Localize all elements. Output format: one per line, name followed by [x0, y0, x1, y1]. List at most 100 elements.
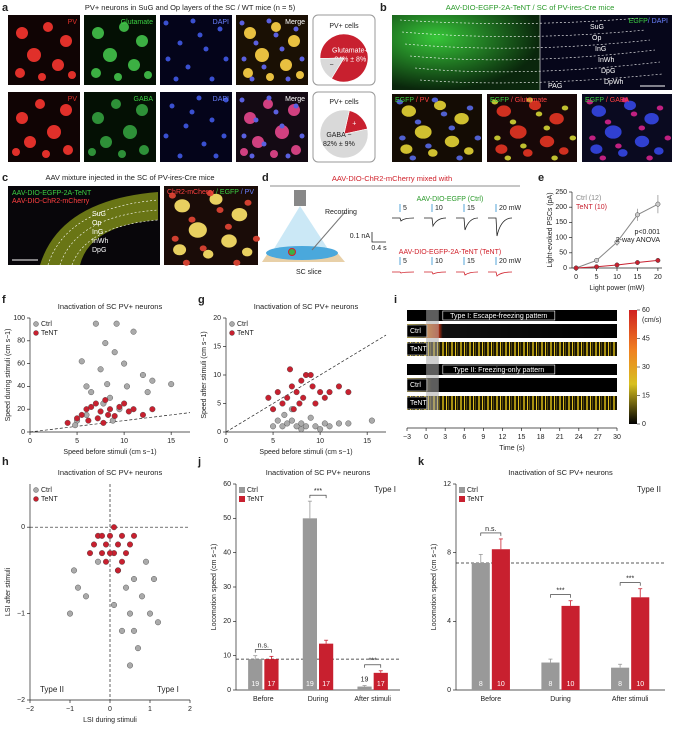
point [290, 406, 297, 413]
panel-d: AAV-DIO-ChR2-mCherry mixed with Recordin… [262, 174, 522, 277]
point [284, 420, 291, 427]
identity-line [29, 412, 191, 433]
panel-letter: c [2, 172, 8, 184]
x-tick-label: 20 [654, 274, 662, 281]
y-tick-label: 0 [563, 265, 567, 272]
layer-label: Op [592, 35, 601, 42]
chart-subtitle: Type II [637, 485, 661, 494]
image-label: ChR2-mCherry / EGFP / PV [167, 189, 254, 196]
significance: *** [314, 488, 322, 495]
significance: *** [369, 658, 377, 665]
x-tick-label: 15 [518, 434, 526, 441]
point [116, 403, 123, 410]
legend-marker [33, 487, 39, 493]
bar [471, 562, 490, 690]
point [321, 420, 328, 427]
bar [248, 659, 263, 690]
power-label: 10 [435, 205, 443, 212]
point [288, 417, 295, 424]
chart-title: Inactivation of SC PV+ neurons [58, 468, 163, 477]
annotation: 2-way ANOVA [616, 237, 661, 244]
image-label: Merge [285, 96, 305, 103]
x-tick-label: 10 [120, 438, 128, 445]
point [274, 417, 281, 424]
layer-label: SuG [92, 211, 106, 218]
point [130, 532, 137, 539]
layer-label: DpG [92, 247, 106, 254]
scale-label: 0.4 s [371, 245, 387, 252]
row-label: Ctrl [410, 382, 421, 389]
point [317, 389, 324, 396]
pie-frame [312, 91, 376, 163]
electrode [311, 211, 346, 251]
significance: *** [626, 576, 634, 583]
x-tick-label: 0 [574, 274, 578, 281]
legend-marker [459, 496, 465, 502]
vector-label: AAV-DIO-EGFP-2A-TeNT [12, 190, 92, 197]
significance-bracket [550, 594, 571, 598]
x-tick-label: 5 [271, 438, 275, 445]
point [85, 417, 92, 424]
panel-title: AAV-DIO-EGFP-2A-TeNT / SC of PV-ires-Cre… [446, 3, 615, 12]
significance-bracket [254, 649, 272, 653]
x-tick-label: 5 [595, 274, 599, 281]
x-tick-label: 3 [443, 434, 447, 441]
point [287, 366, 294, 373]
objective [294, 190, 306, 206]
point [149, 406, 156, 413]
y-tick-label: 200 [555, 204, 567, 211]
n-label: 8 [479, 681, 483, 688]
layer-label: InG [595, 46, 606, 53]
x-tick-label: 0 [224, 438, 228, 445]
image-label: PV [68, 96, 78, 103]
point [106, 406, 113, 413]
y-tick-label: 60 [17, 360, 25, 367]
vector-label: AAV-DIO-ChR2-mCherry [12, 198, 90, 205]
point [312, 400, 319, 407]
y-tick-label: 250 [555, 189, 567, 196]
x-tick-label: 30 [613, 434, 621, 441]
point [614, 262, 620, 268]
point [345, 389, 352, 396]
y-tick-label: 80 [17, 338, 25, 345]
chart-title: Inactivation of SC PV+ neurons [508, 468, 613, 477]
point [70, 567, 77, 574]
y-tick-label: 10 [223, 653, 231, 660]
x-tick-label: 21 [556, 434, 564, 441]
x-axis-label: Light power (mW) [589, 285, 644, 292]
point [288, 383, 295, 390]
x-axis-label: Speed before stimuli (cm s−1) [259, 449, 352, 456]
point [118, 627, 125, 634]
point [92, 400, 99, 407]
point [345, 420, 352, 427]
bar [373, 672, 388, 690]
point [335, 420, 342, 427]
n-label: 17 [322, 681, 330, 688]
scale-bar [371, 232, 386, 243]
colorbar [629, 310, 637, 424]
legend-label: Ctrl [41, 321, 52, 328]
light-arrows [399, 204, 497, 265]
x-tick-label: 10 [316, 438, 324, 445]
y-tick-label: 0 [21, 429, 25, 436]
point [130, 328, 137, 335]
point [368, 417, 375, 424]
annotation: Type I [157, 685, 179, 694]
panel-letter: f [2, 294, 6, 306]
point [130, 627, 137, 634]
slice-label: − [329, 62, 333, 69]
layer-borders [47, 199, 159, 266]
x-tick-label: 0 [108, 706, 112, 713]
x-tick-label: −3 [403, 434, 411, 441]
bar [357, 686, 372, 690]
point [102, 541, 109, 548]
recording-label: Recording [325, 209, 357, 216]
x-tick-label: 15 [634, 274, 642, 281]
point [312, 423, 319, 430]
significance-bracket [309, 494, 327, 499]
y-tick-label: 15 [213, 343, 221, 350]
point [110, 524, 117, 531]
point [150, 576, 157, 583]
point [270, 423, 277, 430]
n-label: 10 [567, 681, 575, 688]
